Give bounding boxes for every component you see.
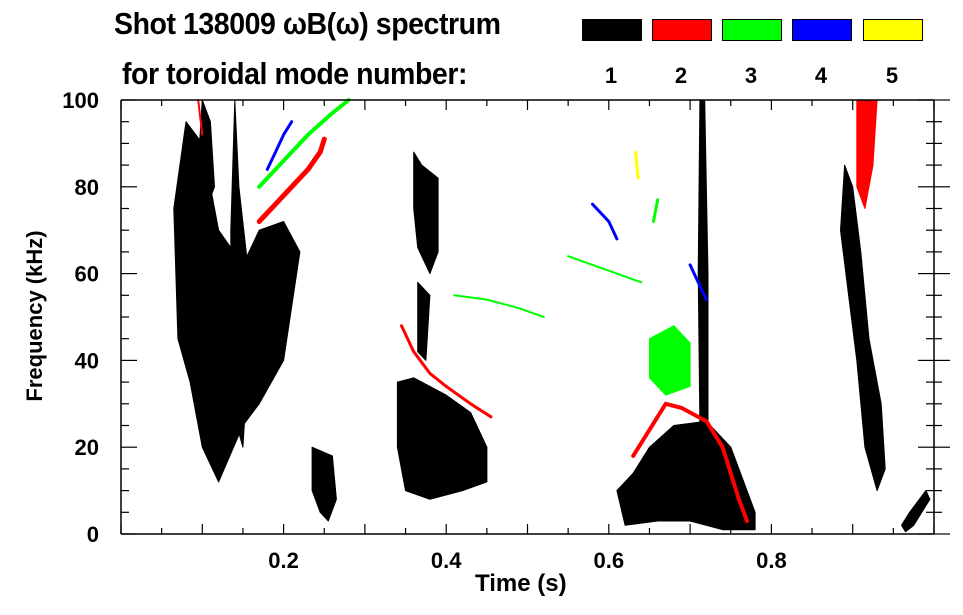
y-tick-label: 40	[75, 348, 99, 373]
mode-4-line	[265, 120, 294, 171]
mode-1-patch	[840, 164, 886, 492]
mode-3-line	[257, 98, 351, 189]
y-tick-label: 60	[75, 262, 99, 287]
mode-2-line	[631, 401, 749, 523]
mode-3-patch	[649, 325, 691, 396]
chart-title: Shot 138009 ωB(ω) spectrum	[114, 6, 501, 41]
x-tick-label: 0.2	[268, 548, 299, 573]
mode-2-patch	[856, 99, 878, 209]
mode-1-patch	[417, 281, 431, 361]
mode-1-patch	[230, 99, 252, 448]
legend-swatch-mode-1	[582, 19, 642, 41]
chart-subtitle: for toroidal mode number:	[122, 56, 467, 91]
x-axis-label: Time (s)	[475, 570, 567, 597]
mode-4-line	[688, 263, 708, 302]
mode-1-patch	[901, 490, 931, 533]
mode-2-line	[256, 136, 327, 224]
y-tick-label: 100	[62, 88, 99, 113]
y-tick-label: 20	[75, 435, 99, 460]
mode-5-line	[634, 150, 640, 180]
y-tick-label: 80	[75, 175, 99, 200]
mode-1-patch	[311, 446, 337, 522]
mode-3-line	[567, 255, 643, 284]
mode-4-line	[591, 202, 619, 241]
mode-1-patch	[697, 99, 709, 426]
mode-3-line	[652, 198, 660, 223]
mode-2-line	[400, 324, 493, 419]
legend-swatch-mode-5	[863, 19, 923, 41]
x-tick-label: 0.6	[594, 548, 625, 573]
mode-1-patch	[396, 377, 488, 500]
legend-label-mode-3: 3	[744, 63, 758, 88]
y-tick-label: 0	[87, 522, 99, 547]
legend-label-mode-4: 4	[814, 63, 828, 88]
mode-1-patch	[413, 151, 439, 275]
mode-1-patch	[616, 420, 756, 531]
legend-label-mode-5: 5	[885, 63, 899, 88]
legend-swatch-mode-4	[792, 19, 852, 41]
mode-2-line	[197, 99, 204, 136]
x-tick-label: 0.4	[431, 548, 462, 573]
legend-swatch-mode-3	[722, 19, 782, 41]
x-tick-label: 0.8	[756, 548, 787, 573]
legend-label-mode-1: 1	[604, 63, 618, 88]
legend-label-mode-2: 2	[674, 63, 688, 88]
legend-swatch-mode-2	[652, 19, 712, 41]
mode-3-line	[453, 294, 545, 318]
